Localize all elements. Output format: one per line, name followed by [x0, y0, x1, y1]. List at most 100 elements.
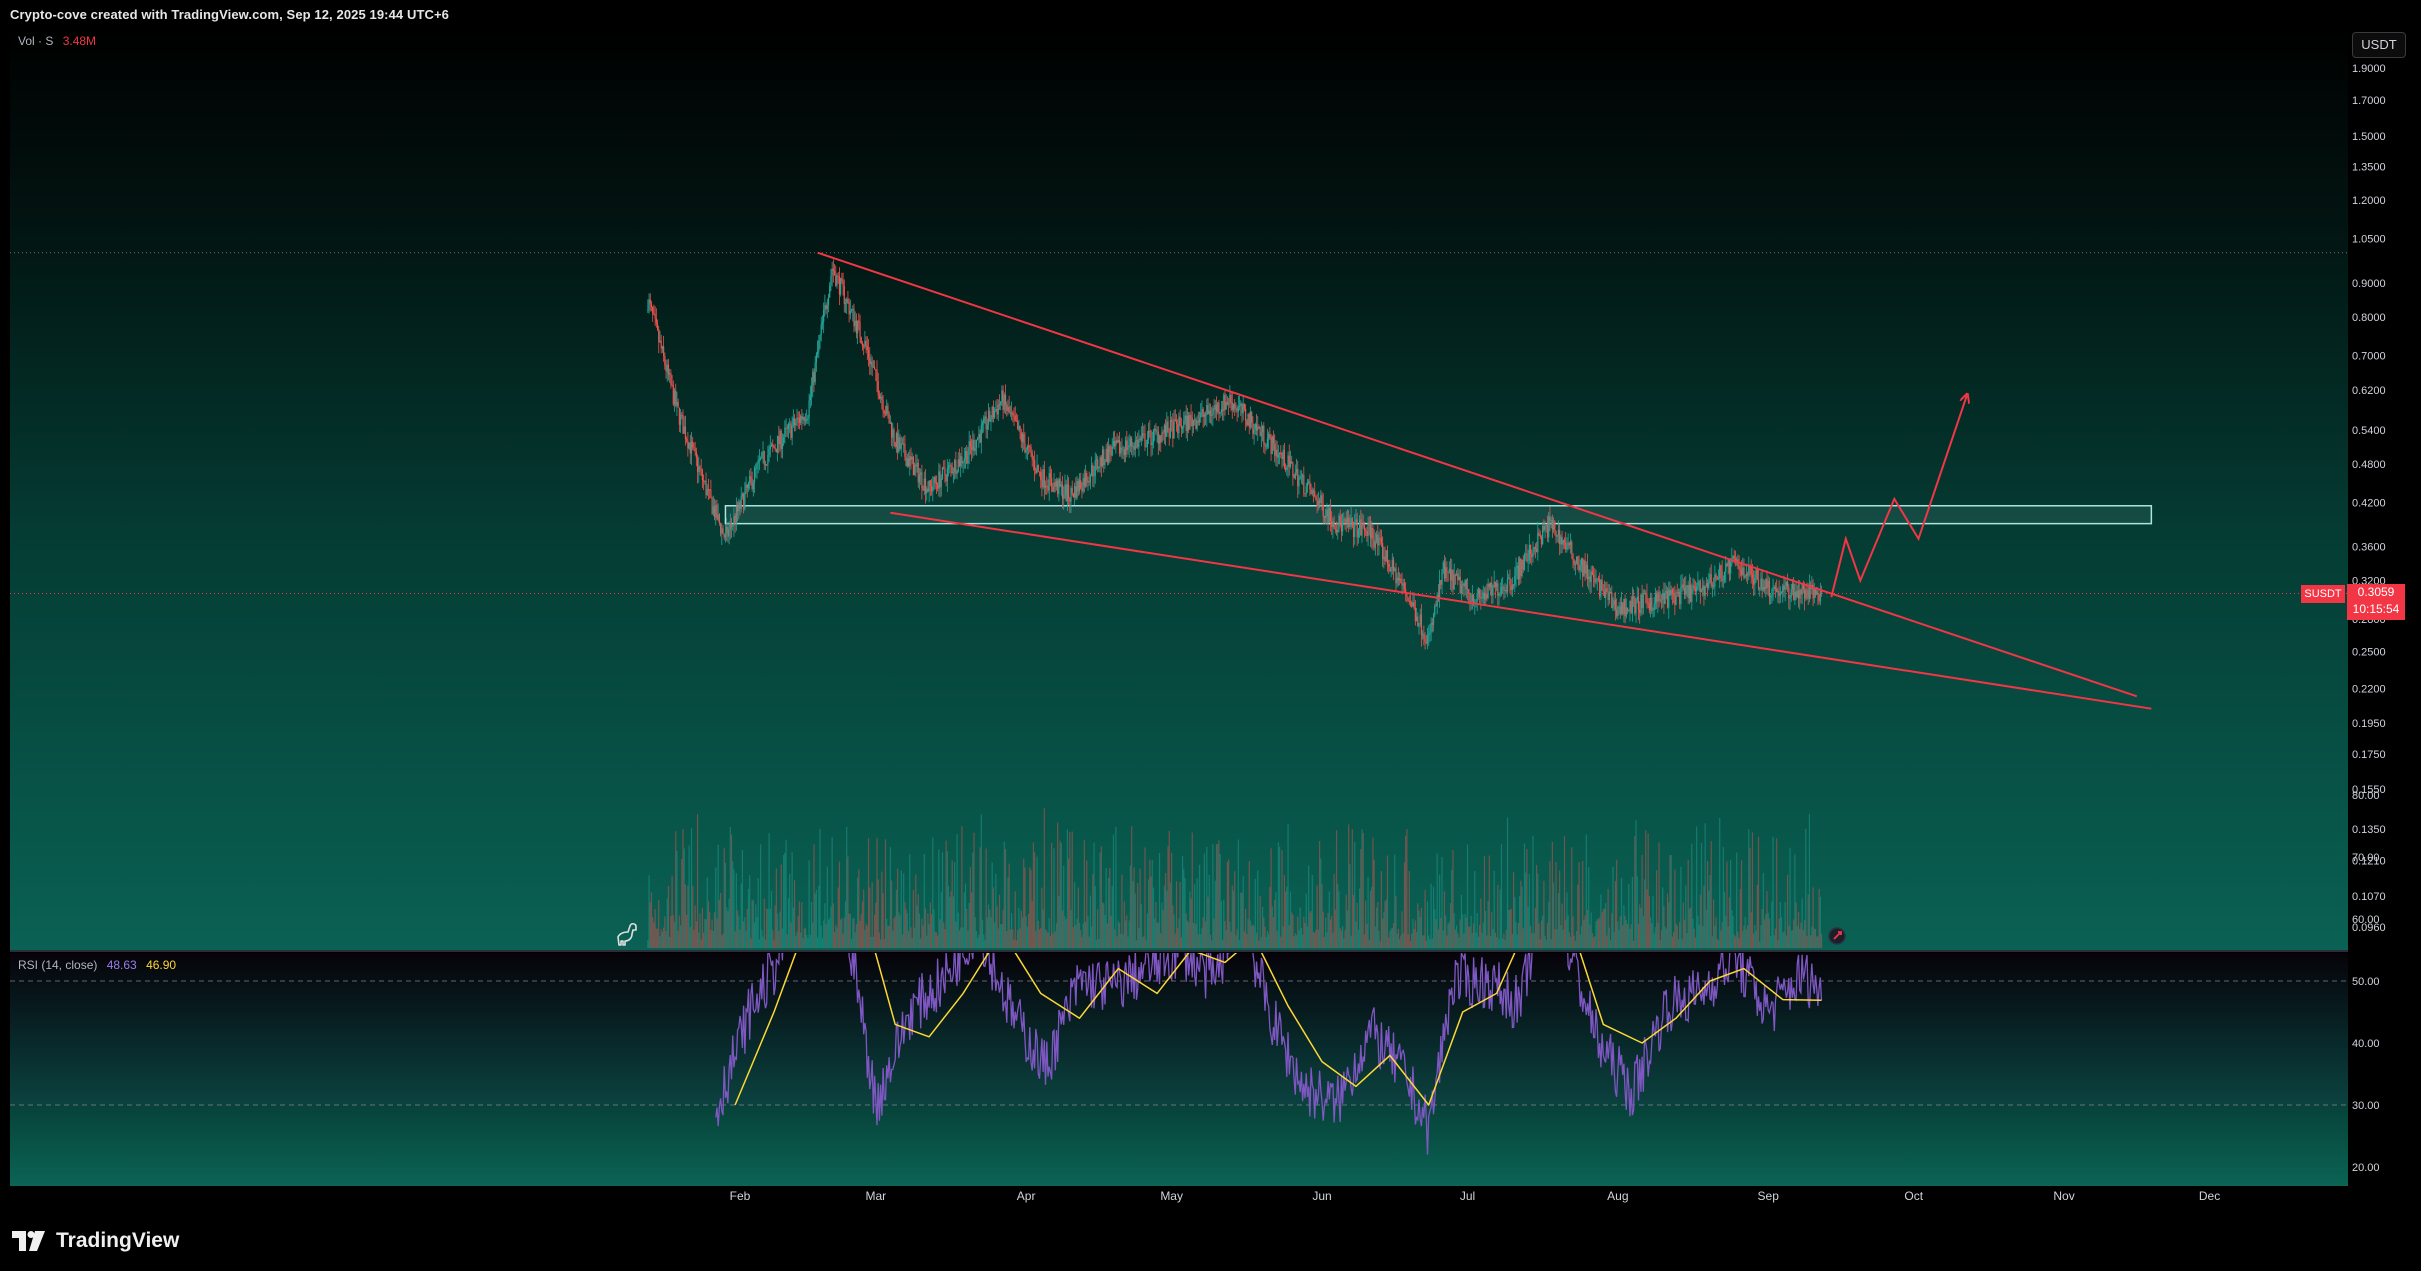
candle-body [703, 480, 705, 482]
volume-bar [1049, 935, 1051, 948]
candle-body [1094, 460, 1096, 476]
volume-bar [1385, 899, 1387, 948]
volume-bar [785, 839, 787, 948]
rsi-tick-5: 30.00 [2352, 1100, 2380, 1112]
volume-bar [717, 844, 719, 948]
candle-body [1053, 482, 1055, 492]
candle-body [1098, 467, 1100, 469]
candle-body [785, 427, 787, 429]
volume-bar [1705, 909, 1707, 948]
candle-body [1148, 430, 1150, 440]
candle-body [895, 433, 898, 447]
volume-bar [978, 934, 980, 948]
candle-body [1249, 411, 1252, 428]
volume-bar [658, 899, 660, 948]
volume-bar [855, 924, 857, 948]
trendline-drawings[interactable] [817, 251, 2152, 710]
volume-bar [1231, 885, 1233, 948]
volume-bar [1696, 826, 1698, 948]
candle-body [752, 482, 754, 490]
candle-body [661, 346, 663, 349]
candle-body [750, 476, 752, 479]
dino-icon[interactable] [617, 922, 637, 946]
candle-body [692, 441, 694, 448]
candle-body [937, 484, 939, 489]
candle-body [954, 459, 956, 472]
volume-bar [769, 908, 771, 948]
volume-bar [1348, 824, 1350, 948]
volume-bar [713, 912, 716, 948]
volume-bar [1739, 889, 1741, 948]
volume-bar [1784, 902, 1786, 948]
candle-body [901, 443, 904, 445]
candle-body [1185, 415, 1187, 432]
volume-bar [1150, 876, 1152, 948]
price-tick-19: 0.1750 [2352, 749, 2386, 761]
candle-body [1166, 421, 1168, 437]
resistance-zone[interactable] [724, 505, 2153, 525]
candle-body [1208, 410, 1210, 415]
candle-body [1585, 564, 1587, 574]
volume-bar [900, 870, 902, 948]
currency-button[interactable]: USDT [2352, 32, 2406, 58]
volume-bar [957, 912, 959, 948]
candle-body [1451, 569, 1453, 581]
candle-body [1493, 581, 1495, 588]
volume-bar [1519, 896, 1521, 948]
time-tick-3: May [1160, 1189, 1183, 1203]
candle-body [1302, 475, 1304, 477]
volume-bar [1618, 930, 1620, 948]
candle-body [1466, 589, 1469, 591]
volume-bar [802, 938, 804, 948]
volume-bar [1196, 878, 1198, 948]
candle-body [1106, 448, 1108, 463]
volume-bar [1588, 867, 1590, 948]
volume-bar [1183, 868, 1185, 948]
volume-bar [1215, 844, 1218, 948]
candle-body [684, 426, 687, 440]
volume-bar [706, 877, 708, 948]
volume-bar [946, 851, 948, 948]
candle-body [658, 329, 660, 343]
candle-body [1599, 579, 1601, 597]
volume-bar [1051, 842, 1053, 948]
candle-body [732, 525, 734, 527]
volume-bar [906, 913, 908, 948]
volume-bar [1481, 933, 1483, 948]
volume-bar [780, 864, 782, 948]
rsi-legend[interactable]: RSI (14, close) 48.63 46.90 [18, 958, 176, 972]
event-marker-icon[interactable] [1828, 927, 1846, 945]
volume-bar [669, 936, 671, 948]
candle-body [1236, 408, 1238, 412]
candle-body [1497, 583, 1499, 596]
volume-legend[interactable]: Vol · S 3.48M [18, 34, 96, 48]
volume-bar [1155, 902, 1157, 948]
volume-bar [707, 901, 710, 948]
candle-body [1648, 604, 1650, 611]
volume-bar [992, 887, 995, 948]
candle-body [1034, 459, 1036, 471]
volume-bar [878, 932, 881, 948]
volume-bar [1703, 885, 1705, 948]
candle-body [855, 320, 857, 334]
candle-body [1439, 580, 1441, 599]
volume-bar [1202, 917, 1204, 948]
volume-bar [1035, 930, 1037, 948]
candle-body [955, 459, 957, 474]
volume-bar [1628, 883, 1630, 948]
tradingview-logo[interactable]: TradingView [12, 1226, 179, 1256]
volume-bar [1400, 935, 1402, 948]
volume-bar [1334, 909, 1336, 948]
candle-body [1622, 602, 1624, 615]
candle-body [1044, 485, 1047, 488]
candle-body [1677, 591, 1680, 594]
volume-bar [1174, 933, 1176, 948]
candle-body [940, 478, 942, 488]
volume-bar [1117, 920, 1119, 948]
candle-body [1304, 493, 1306, 495]
volume-bar [1180, 937, 1182, 948]
candle-body [983, 418, 985, 423]
volume-bar [1447, 923, 1449, 948]
volume-bar [1430, 883, 1432, 948]
